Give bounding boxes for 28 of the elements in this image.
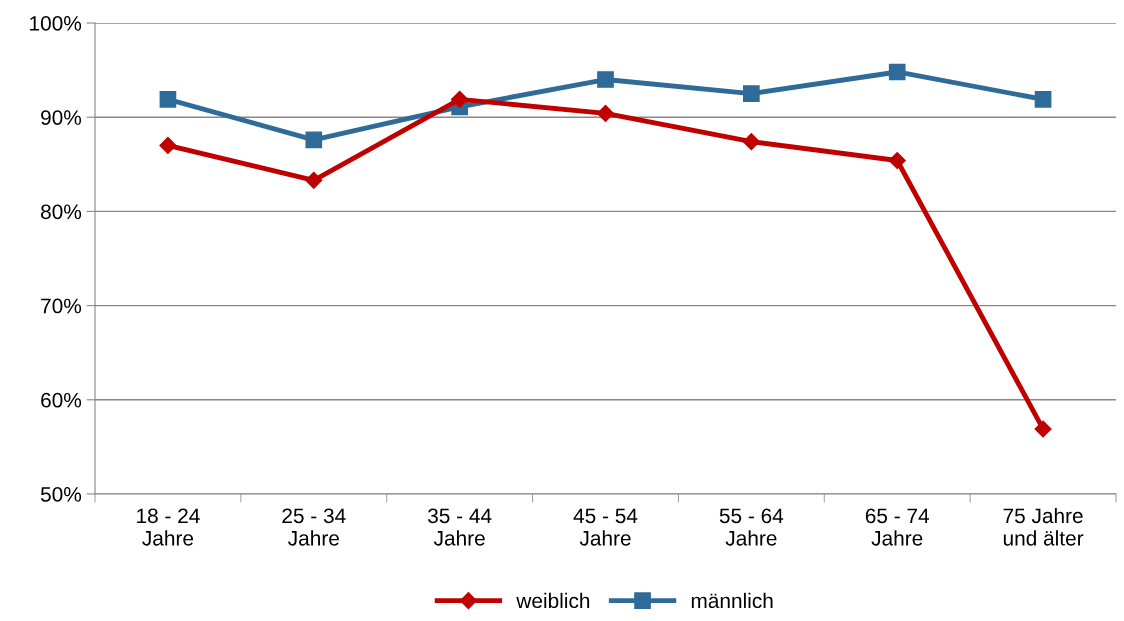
x-tick-label: 18 - 24 Jahre <box>137 508 200 546</box>
point <box>305 171 323 189</box>
point <box>743 85 760 102</box>
point <box>742 133 760 151</box>
y-tick-label: 100% <box>30 16 82 31</box>
y-tick-label: 70% <box>41 298 82 314</box>
y-tick-label: 80% <box>41 204 82 220</box>
point <box>159 90 177 108</box>
point <box>1034 90 1052 108</box>
point <box>1034 420 1052 438</box>
x-tick-label: 55 - 64 Jahre <box>719 508 784 546</box>
x-tick-label: 45 - 54 Jahre <box>573 508 638 546</box>
x-tick-label: 35 - 44 Jahre <box>428 508 492 546</box>
point <box>597 71 614 88</box>
y-tick-label: 50% <box>40 487 82 502</box>
legend-label: weiblich <box>516 592 590 609</box>
x-tick-label: 75 Jahre und älter <box>1003 507 1084 546</box>
point <box>596 104 615 122</box>
y-tick-label: 90% <box>41 110 82 125</box>
point <box>305 131 323 149</box>
point <box>888 151 906 170</box>
legend-label: männlich <box>691 592 773 609</box>
x-tick-label: 25 - 34 Jahre <box>282 508 346 546</box>
y-tick-label: 60% <box>41 392 82 408</box>
x-tick-label: 65 - 74 Jahre <box>865 508 930 546</box>
point <box>159 136 177 155</box>
point <box>888 63 906 81</box>
point <box>451 90 469 108</box>
